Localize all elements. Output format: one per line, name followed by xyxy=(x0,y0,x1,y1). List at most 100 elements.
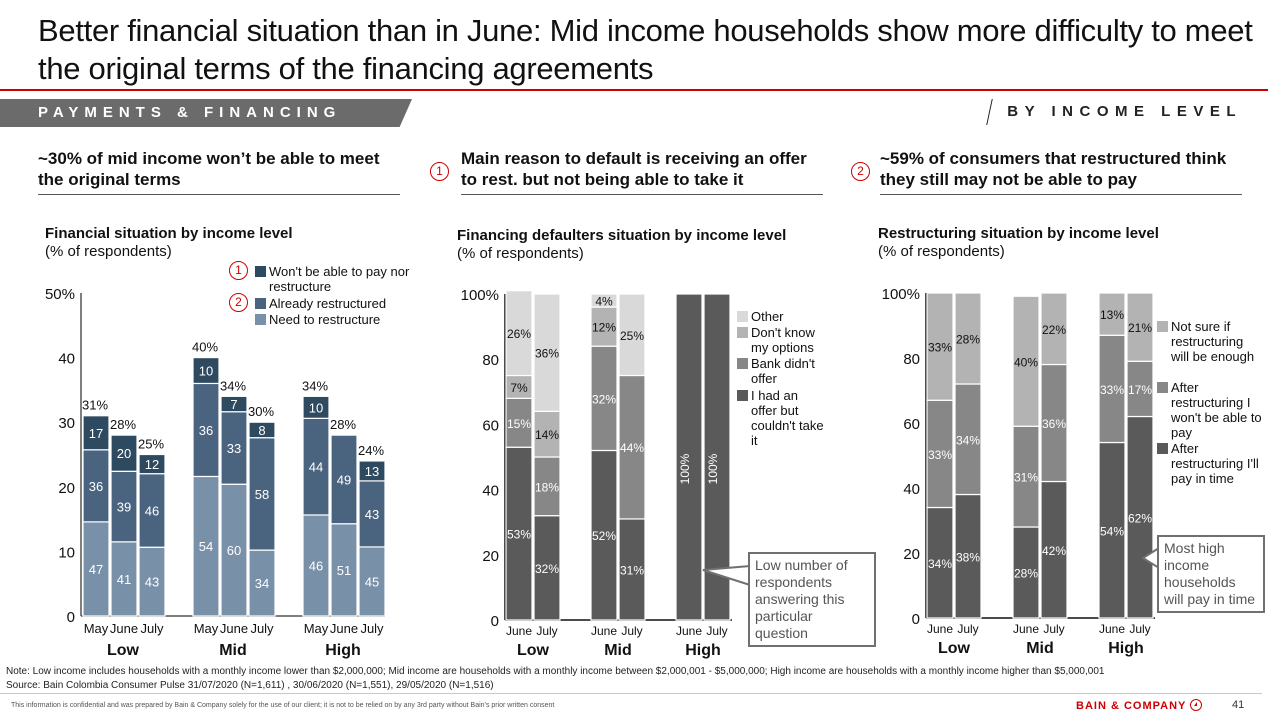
segment-label: 46 xyxy=(145,503,159,518)
y-tick-label: 0 xyxy=(912,611,920,628)
y-tick-label: 20 xyxy=(58,480,75,497)
y-tick-label: 60 xyxy=(482,417,499,434)
segment-label: 53% xyxy=(507,528,531,542)
bar-segment xyxy=(110,434,138,472)
x-tick-label: June xyxy=(1013,622,1039,636)
bar-segment xyxy=(590,345,618,452)
bar-segment xyxy=(82,449,110,523)
bar-total-label: 28% xyxy=(110,417,136,432)
segment-label: 25% xyxy=(620,329,644,343)
brand-name: BAIN & COMPANY xyxy=(1076,700,1187,712)
panel-2-headline: Main reason to default is receiving an o… xyxy=(461,148,823,195)
y-tick-label: 20 xyxy=(482,548,499,565)
segment-label: 51 xyxy=(337,563,351,578)
bar-segment xyxy=(590,449,618,621)
panel-1-headline: ~30% of mid income won’t be able to meet… xyxy=(38,148,400,195)
x-tick-label: June xyxy=(1099,622,1125,636)
x-tick-label: July xyxy=(706,624,727,638)
segment-label: 38% xyxy=(956,550,980,564)
group-label: High xyxy=(325,642,361,659)
bar-segment xyxy=(1040,363,1068,483)
chart-3-title-block: Restructuring situation by income level(… xyxy=(878,225,1159,261)
group-label: Low xyxy=(107,642,140,659)
bar-segment xyxy=(1040,292,1068,366)
bar-segment xyxy=(138,546,166,617)
segment-label: 13 xyxy=(365,464,379,479)
segment-label: 33% xyxy=(1100,383,1124,397)
y-tick-label: 20 xyxy=(903,546,920,563)
segment-label: 43 xyxy=(365,507,379,522)
chart-2-title: Financing defaulters situation by income… xyxy=(457,227,787,244)
x-tick-label: May xyxy=(194,621,219,636)
segment-label: 28% xyxy=(1014,567,1038,581)
bar-segment xyxy=(1012,295,1040,427)
x-tick-label: July xyxy=(621,624,642,638)
callout-high-income: Most high income households will pay in … xyxy=(1157,535,1265,613)
x-tick-label: July xyxy=(1129,622,1150,636)
bar-segment xyxy=(82,521,110,617)
segment-label: 17% xyxy=(1128,383,1152,397)
chart-2-title-block: Financing defaulters situation by income… xyxy=(457,227,786,263)
bar-segment xyxy=(1126,415,1154,619)
footnote: Note: Low income includes households wit… xyxy=(6,665,1276,693)
chart-3-subtitle: (% of respondents) xyxy=(878,243,1005,260)
bar-total-label: 34% xyxy=(220,378,246,393)
segment-label: 34% xyxy=(928,557,952,571)
bar-segment xyxy=(220,395,248,413)
segment-label: 10 xyxy=(309,400,323,415)
segment-label: 31% xyxy=(620,563,644,577)
bar-segment xyxy=(1098,334,1126,444)
group-label: Low xyxy=(938,640,971,657)
x-tick-label: July xyxy=(140,621,164,636)
segment-label: 43 xyxy=(145,575,159,590)
x-tick-label: June xyxy=(110,621,138,636)
legend-label: Bank didn't offer xyxy=(751,356,815,386)
legend-swatch xyxy=(255,266,266,277)
bar-segment xyxy=(954,493,982,619)
bar-segment xyxy=(505,397,533,448)
bar-segment xyxy=(590,293,618,308)
legend-label: After restructuring I won't be able to p… xyxy=(1171,380,1262,440)
segment-label: 54% xyxy=(1100,524,1124,538)
y-tick-label: 40 xyxy=(58,351,75,368)
legend-swatch xyxy=(255,314,266,325)
chart-1-subtitle: (% of respondents) xyxy=(45,243,172,260)
group-label: Mid xyxy=(604,642,632,659)
bar-segment xyxy=(138,453,166,475)
bar-segment xyxy=(192,382,220,478)
bain-logo-icon xyxy=(1190,699,1203,711)
marker-1-icon: 1 xyxy=(430,162,449,181)
bar-segment xyxy=(618,293,646,377)
segment-label: 47 xyxy=(89,562,103,577)
bar-segment xyxy=(192,357,220,385)
x-tick-label: June xyxy=(591,624,617,638)
y-tick-label: 10 xyxy=(58,544,75,561)
segment-label: 22% xyxy=(1042,323,1066,337)
bar-segment xyxy=(1098,441,1126,619)
callout-low-respondents: Low number of respondents answering this… xyxy=(748,552,876,647)
x-tick-label: July xyxy=(250,621,274,636)
group-label: High xyxy=(685,642,721,659)
bar-total-label: 28% xyxy=(330,417,356,432)
segment-label: 40% xyxy=(1014,355,1038,369)
bar-total-label: 31% xyxy=(82,398,108,413)
x-tick-label: June xyxy=(506,624,532,638)
bar-segment xyxy=(358,546,386,617)
segment-label: 36 xyxy=(89,479,103,494)
segment-label: 20 xyxy=(117,446,131,461)
segment-label: 14% xyxy=(535,428,559,442)
bar-segment xyxy=(330,434,358,525)
legend-label: After restructuring I'll pay in time xyxy=(1171,441,1259,486)
x-tick-label: July xyxy=(360,621,384,636)
segment-label: 32% xyxy=(592,392,616,406)
chart-2-subtitle: (% of respondents) xyxy=(457,245,584,262)
bar-segment xyxy=(675,293,703,621)
y-tick-label: 80 xyxy=(903,351,920,368)
segment-label: 34% xyxy=(956,433,980,447)
slide-title: Better financial situation than in June:… xyxy=(38,13,1253,86)
bar-segment xyxy=(330,523,358,617)
section-tab: PAYMENTS & FINANCING xyxy=(0,99,412,127)
